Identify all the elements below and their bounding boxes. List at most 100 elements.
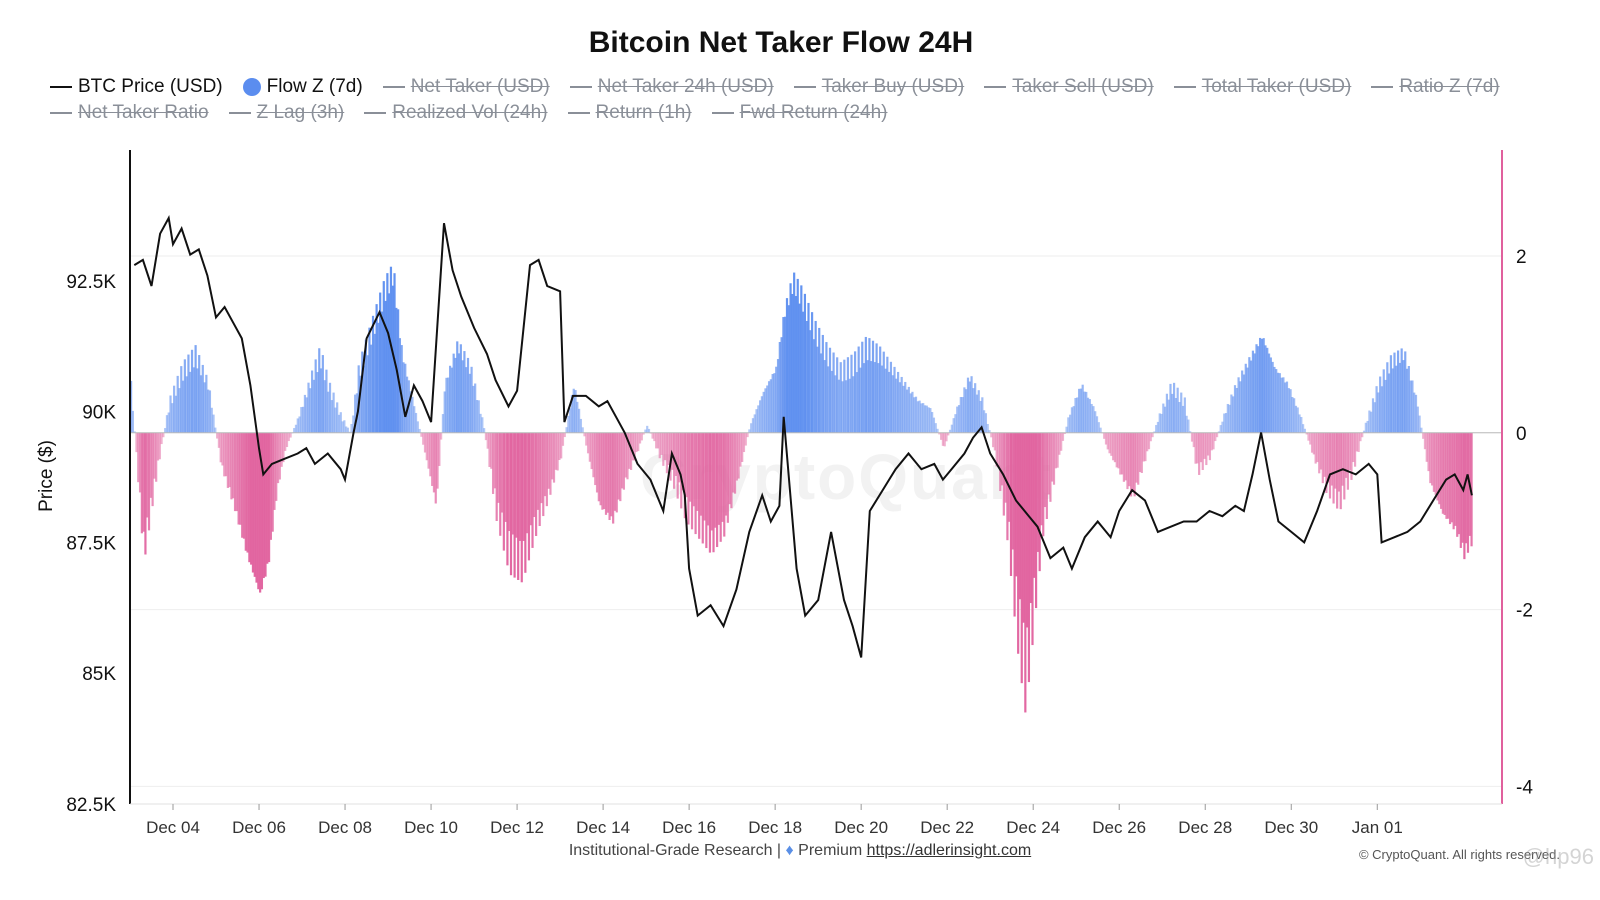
flow-bar [235, 432, 238, 512]
flow-bar [1431, 432, 1434, 486]
flow-bar [373, 333, 376, 433]
flow-bar [1258, 337, 1262, 433]
flow-bar [1015, 432, 1018, 577]
flow-bar [466, 357, 470, 433]
legend-item[interactable]: Z Lag (3h) [228, 102, 345, 124]
flow-bar [488, 432, 491, 467]
flow-bar [1337, 432, 1341, 492]
flow-bar [526, 432, 529, 534]
legend-item[interactable]: Realized Vol (24h) [364, 102, 548, 124]
flow-bar [621, 432, 624, 489]
flow-bar [638, 432, 642, 444]
flow-bar [427, 432, 430, 469]
legend-item[interactable]: Taker Buy (USD) [793, 76, 964, 98]
flow-bar [1081, 384, 1084, 433]
legend-item[interactable]: Return (1h) [567, 102, 692, 124]
flow-bar [289, 432, 292, 438]
flow-bar [968, 381, 971, 433]
legend-item[interactable]: BTC Price (USD) [50, 76, 223, 98]
legend-item[interactable]: Total Taker (USD) [1173, 76, 1351, 98]
flow-bar [923, 405, 927, 433]
flow-bar [1022, 432, 1025, 623]
legend-item[interactable]: Net Taker 24h (USD) [569, 76, 774, 98]
legend-item[interactable]: Net Taker Ratio [50, 102, 209, 124]
flow-bar [741, 432, 744, 462]
flow-bar [1072, 406, 1075, 433]
x-tick-label: Dec 22 [920, 818, 974, 837]
flow-bar [545, 432, 548, 507]
legend-item[interactable]: Net Taker (USD) [382, 76, 550, 98]
flow-bar [250, 432, 253, 565]
flow-bar [1361, 432, 1364, 438]
flow-bar [615, 432, 618, 513]
flow-bar [481, 417, 484, 433]
flow-bar [608, 432, 611, 521]
flow-bar [310, 370, 314, 433]
flow-bar [379, 292, 382, 433]
flow-bar [130, 380, 133, 433]
flow-bar [1103, 432, 1106, 439]
flow-bar [1291, 397, 1294, 433]
flow-bar [140, 432, 143, 534]
flow-bar [1373, 402, 1376, 433]
flow-bar [1142, 432, 1145, 462]
flow-bar [708, 432, 712, 553]
flow-bar [1137, 432, 1140, 485]
flow-bar [970, 376, 973, 433]
flow-bar [520, 432, 523, 583]
flow-bar [1018, 432, 1022, 600]
flow-bar [443, 391, 446, 433]
flow-bar [750, 423, 753, 433]
flow-bar [1147, 432, 1151, 450]
flow-bar [637, 432, 640, 452]
flow-bar [911, 391, 914, 433]
flow-bar [1260, 338, 1263, 433]
flow-bar [1305, 432, 1308, 435]
flow-bar [888, 371, 891, 433]
flow-bar [798, 303, 801, 433]
flow-bar [895, 378, 898, 433]
flow-bar [1398, 362, 1401, 433]
flow-bar [214, 427, 217, 433]
legend-label: Z Lag (3h) [256, 102, 345, 123]
flow-bar [1067, 417, 1070, 433]
flow-bar [1056, 432, 1059, 468]
flow-bar [802, 311, 805, 433]
flow-bar [368, 327, 371, 433]
footer-link[interactable]: https://adlerinsight.com [866, 842, 1032, 859]
flow-bar [422, 432, 425, 445]
flow-bar [1133, 432, 1136, 497]
flow-bar [1264, 345, 1267, 433]
flow-bar [456, 341, 459, 433]
flow-bar [931, 412, 934, 433]
flow-bar [194, 345, 197, 433]
legend-item[interactable]: Taker Sell (USD) [984, 76, 1154, 98]
flow-bar [138, 432, 142, 493]
flow-bar [1027, 432, 1031, 683]
flow-bar [472, 385, 475, 433]
flow-bar [1371, 398, 1375, 433]
flow-bar [212, 414, 215, 433]
flow-bar [1061, 432, 1065, 441]
flow-bar [667, 432, 670, 466]
flow-bar [1045, 432, 1048, 520]
flow-bar [327, 391, 330, 433]
legend-item[interactable]: Ratio Z (7d) [1371, 76, 1500, 98]
flow-bar [1054, 432, 1057, 469]
flow-bar [1327, 432, 1330, 483]
chart-title: Bitcoin Net Taker Flow 24H [588, 26, 974, 59]
flow-bar [416, 421, 419, 433]
flow-bar [133, 431, 136, 433]
flow-bar [664, 432, 667, 461]
flow-bar [470, 366, 473, 433]
flow-bar [237, 432, 240, 525]
flow-bar [828, 347, 832, 433]
flow-bar [1285, 381, 1289, 433]
legend-item[interactable]: Fwd Return (24h) [711, 102, 887, 124]
legend-item[interactable]: Flow Z (7d) [242, 76, 363, 98]
flow-bar [352, 415, 355, 433]
flow-bar [502, 432, 505, 551]
flow-bar [294, 424, 298, 433]
flow-bar [1086, 397, 1090, 433]
